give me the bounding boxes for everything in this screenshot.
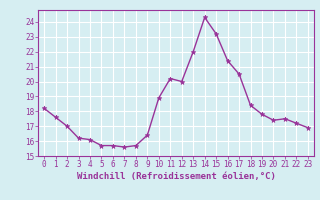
X-axis label: Windchill (Refroidissement éolien,°C): Windchill (Refroidissement éolien,°C) <box>76 172 276 181</box>
